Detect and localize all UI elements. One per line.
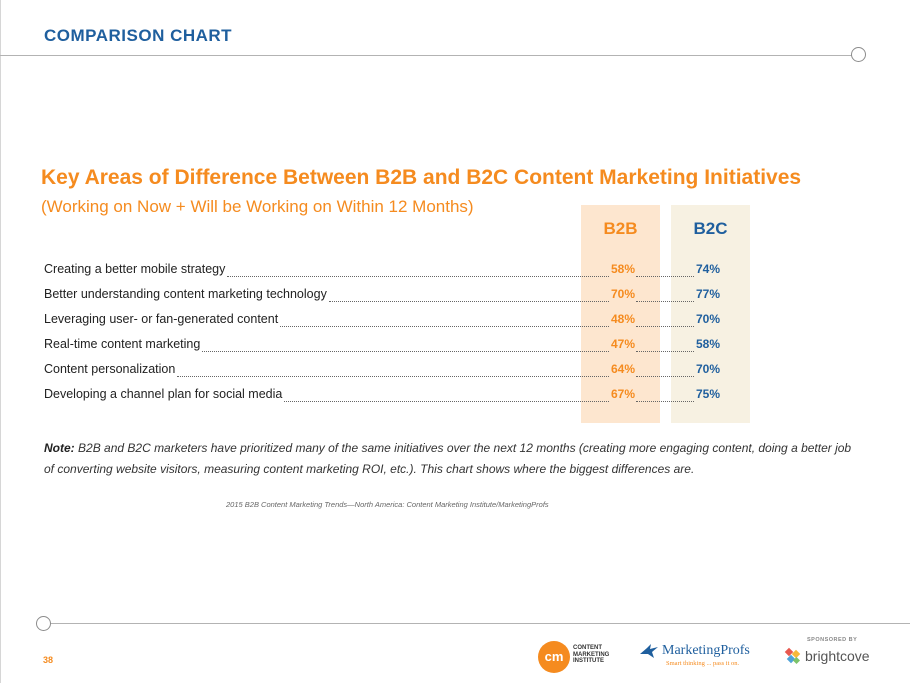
row-label: Developing a channel plan for social med… bbox=[44, 387, 283, 401]
comparison-row: Real-time content marketing 47% 58% bbox=[44, 337, 755, 355]
cmi-text-line: CONTENT bbox=[573, 645, 602, 651]
dot-leader bbox=[284, 387, 609, 402]
dot-leader bbox=[636, 287, 694, 302]
dot-leader bbox=[177, 362, 609, 377]
b2b-value: 47% bbox=[610, 337, 635, 351]
chart-subtitle: (Working on Now + Will be Working on Wit… bbox=[41, 197, 474, 216]
note-paragraph: Note: B2B and B2C marketers have priorit… bbox=[44, 438, 864, 480]
comparison-row: Content personalization 64% 70% bbox=[44, 362, 755, 380]
marketingprofs-tagline: Smart thinking ... pass it on. bbox=[666, 660, 740, 667]
source-citation: 2015 B2B Content Marketing Trends—North … bbox=[226, 500, 549, 509]
b2b-column-background bbox=[581, 205, 660, 423]
dot-leader bbox=[636, 262, 694, 277]
brightcove-mark-icon bbox=[784, 647, 802, 665]
divider-end-circle-icon bbox=[851, 47, 866, 62]
row-label: Creating a better mobile strategy bbox=[44, 262, 226, 276]
row-label: Real-time content marketing bbox=[44, 337, 201, 351]
b2b-value: 67% bbox=[610, 387, 635, 401]
page-edge-rule bbox=[0, 0, 1, 683]
dot-leader bbox=[280, 312, 609, 327]
comparison-row: Creating a better mobile strategy 58% 74% bbox=[44, 262, 755, 280]
dot-leader bbox=[227, 262, 609, 277]
b2c-value: 74% bbox=[696, 262, 721, 276]
top-divider bbox=[0, 55, 852, 56]
b2c-column-header: B2C bbox=[693, 219, 728, 238]
chart-title: Key Areas of Difference Between B2B and … bbox=[41, 166, 802, 189]
bird-icon bbox=[638, 642, 660, 665]
comparison-row: Leveraging user- or fan-generated conten… bbox=[44, 312, 755, 330]
cmi-logo-text: CONTENT MARKETING INSTITUTE bbox=[573, 645, 623, 665]
row-label: Content personalization bbox=[44, 362, 176, 376]
dot-leader bbox=[636, 337, 694, 352]
dot-leader bbox=[636, 362, 694, 377]
row-label: Leveraging user- or fan-generated conten… bbox=[44, 312, 279, 326]
brightcove-logo-text: brightcove bbox=[805, 648, 870, 664]
b2b-column-header: B2B bbox=[603, 219, 638, 238]
b2c-value: 70% bbox=[696, 312, 721, 326]
marketingprofs-logo-text: MarketingProfs bbox=[662, 643, 750, 658]
b2c-value: 77% bbox=[696, 287, 721, 301]
b2c-column-background bbox=[671, 205, 750, 423]
comparison-row: Better understanding content marketing t… bbox=[44, 287, 755, 305]
dot-leader bbox=[329, 287, 609, 302]
b2c-value: 58% bbox=[696, 337, 721, 351]
b2b-value: 58% bbox=[610, 262, 635, 276]
note-lead: Note: bbox=[44, 441, 75, 455]
b2c-value: 75% bbox=[696, 387, 721, 401]
b2b-value: 48% bbox=[610, 312, 635, 326]
comparison-row: Developing a channel plan for social med… bbox=[44, 387, 755, 405]
cmi-circle-icon: cm bbox=[538, 641, 570, 673]
bottom-divider bbox=[50, 623, 910, 624]
cmi-text-line: INSTITUTE bbox=[573, 658, 604, 664]
dot-leader bbox=[202, 337, 609, 352]
dot-leader bbox=[636, 387, 694, 402]
dot-leader bbox=[636, 312, 694, 327]
section-label: COMPARISON CHART bbox=[44, 26, 233, 45]
cmi-text-line: MARKETING bbox=[573, 651, 610, 658]
divider-start-circle-icon bbox=[36, 616, 51, 631]
sponsored-label: SPONSORED BY bbox=[807, 637, 858, 643]
page-number: 38 bbox=[43, 655, 54, 665]
b2b-value: 70% bbox=[610, 287, 635, 301]
b2b-value: 64% bbox=[610, 362, 635, 376]
note-text: B2B and B2C marketers have prioritized m… bbox=[44, 441, 852, 476]
row-label: Better understanding content marketing t… bbox=[44, 287, 327, 301]
b2c-value: 70% bbox=[696, 362, 721, 376]
